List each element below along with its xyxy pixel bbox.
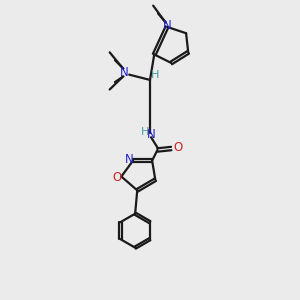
- Text: H: H: [151, 70, 159, 80]
- Text: O: O: [173, 141, 183, 154]
- Text: N: N: [125, 153, 134, 166]
- Text: N: N: [120, 66, 129, 79]
- Text: N: N: [147, 128, 155, 141]
- Text: H: H: [140, 127, 149, 137]
- Text: O: O: [112, 171, 121, 184]
- Text: N: N: [163, 19, 171, 32]
